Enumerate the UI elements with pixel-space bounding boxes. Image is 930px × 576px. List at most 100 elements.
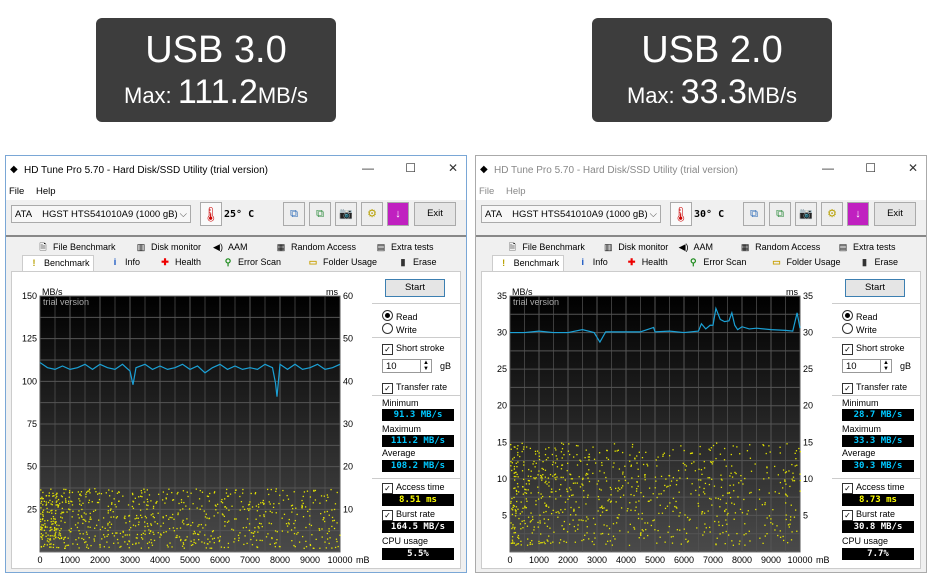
access-time-point: [144, 491, 146, 493]
access-time-point: [525, 492, 528, 495]
screenshot-camera-button[interactable]: 📷: [795, 202, 817, 226]
y-tick-label: 50: [27, 462, 37, 472]
exit-button[interactable]: Exit: [414, 202, 456, 226]
tab-info[interactable]: i Info: [576, 255, 608, 270]
copy-text-button[interactable]: ⧉: [769, 202, 791, 226]
access-time-point: [293, 491, 295, 493]
exit-button[interactable]: Exit: [874, 202, 916, 226]
tab-health[interactable]: ✚ Health: [158, 255, 201, 270]
access-time-point: [55, 531, 57, 533]
x-tick-label: 7000: [240, 555, 260, 565]
tab-health[interactable]: ✚ Health: [625, 255, 668, 270]
access-time-point: [599, 470, 601, 472]
tab-extra-tests[interactable]: ▤ Extra tests: [836, 240, 896, 255]
access-time-point: [650, 499, 652, 501]
transfer-rate-checkbox[interactable]: ✓ Transfer rate: [382, 382, 447, 394]
access-time-point: [49, 546, 51, 548]
access-time-point: [764, 524, 766, 526]
tab-aam[interactable]: ◀) AAM: [211, 240, 247, 255]
drive-select[interactable]: ATA HGST HTS541010A9 (1000 gB) ⌵: [11, 205, 191, 223]
access-time-point: [112, 511, 114, 513]
burst-rate-checkbox[interactable]: ✓ Burst rate: [382, 509, 435, 521]
access-time-point: [85, 546, 88, 548]
minimize-button[interactable]: —: [362, 161, 374, 175]
tab-info[interactable]: i Info: [108, 255, 140, 270]
start-button[interactable]: Start: [385, 279, 445, 297]
tab-random-access[interactable]: ▦ Random Access: [738, 240, 820, 255]
burst-rate-checkbox[interactable]: ✓ Burst rate: [842, 509, 895, 521]
tab-erase[interactable]: ▮ Erase: [858, 255, 898, 270]
access-time-point: [688, 519, 690, 521]
stroke-size-stepper[interactable]: 10 ▲ ▼: [842, 359, 892, 373]
tab-file-benchmark[interactable]: 🗎 File Benchmark: [36, 240, 115, 255]
menu-file[interactable]: File: [479, 186, 495, 197]
copy-info-button[interactable]: ⧉: [283, 202, 305, 226]
access-time-point: [269, 503, 271, 505]
access-time-point: [644, 473, 646, 476]
access-time-point: [49, 535, 51, 537]
screenshot-camera-button[interactable]: 📷: [335, 202, 357, 226]
access-time-point: [622, 471, 624, 473]
access-time-point: [593, 543, 595, 546]
access-time-checkbox[interactable]: ✓ Access time: [842, 482, 905, 494]
drive-select[interactable]: ATA HGST HTS541010A9 (1000 gB) ⌵: [481, 205, 661, 223]
start-button[interactable]: Start: [845, 279, 905, 297]
menu-help[interactable]: Help: [36, 186, 56, 197]
divider: [6, 235, 466, 237]
access-time-checkbox[interactable]: ✓ Access time: [382, 482, 445, 494]
access-time-point: [195, 488, 197, 490]
menu-help[interactable]: Help: [506, 186, 526, 197]
short-stroke-checkbox[interactable]: ✓ Short stroke: [382, 343, 445, 355]
tab-benchmark[interactable]: ! Benchmark: [491, 255, 564, 272]
transfer-rate-checkbox[interactable]: ✓ Transfer rate: [842, 382, 907, 394]
copy-text-button[interactable]: ⧉: [309, 202, 331, 226]
options-link-button[interactable]: ⚙: [821, 202, 843, 226]
tab-folder-usage[interactable]: ▭ Folder Usage: [306, 255, 377, 270]
tab-error-scan[interactable]: ⚲ Error Scan: [221, 255, 281, 270]
access-time-point: [153, 516, 155, 519]
tab-erase[interactable]: ▮ Erase: [396, 255, 437, 270]
access-time-point: [732, 484, 735, 486]
access-time-point: [204, 516, 207, 518]
maximize-button[interactable]: ☐: [865, 161, 876, 175]
access-time-point: [687, 540, 690, 542]
menu-file[interactable]: File: [9, 186, 25, 197]
access-time-point: [98, 519, 100, 521]
write-radio[interactable]: Write: [382, 323, 417, 335]
close-button[interactable]: ✕: [907, 161, 918, 175]
tab-benchmark[interactable]: ! Benchmark: [22, 255, 94, 272]
access-time-point: [128, 514, 131, 517]
tab-folder-usage[interactable]: ▭ Folder Usage: [769, 255, 840, 270]
access-time-point: [799, 490, 801, 492]
save-download-button[interactable]: ↓: [847, 202, 869, 226]
tab-file-benchmark[interactable]: 🗎 File Benchmark: [505, 240, 585, 255]
stroke-size-stepper[interactable]: 10 ▲ ▼: [382, 359, 432, 373]
access-time-point: [698, 494, 700, 496]
read-radio[interactable]: Read: [842, 310, 878, 322]
access-time-point: [768, 445, 770, 447]
minimize-button[interactable]: —: [822, 161, 834, 175]
tab-disk-monitor[interactable]: ▥ Disk monitor: [134, 240, 201, 255]
access-time-point: [162, 517, 164, 519]
access-time-point: [583, 496, 585, 498]
tab-random-access[interactable]: ▦ Random Access: [274, 240, 356, 255]
access-time-point: [56, 524, 58, 526]
short-stroke-checkbox[interactable]: ✓ Short stroke: [842, 343, 905, 355]
access-time-point: [576, 453, 578, 456]
stroke-unit: gB: [440, 361, 452, 371]
access-time-point: [785, 483, 787, 485]
save-download-button[interactable]: ↓: [387, 202, 409, 226]
write-radio[interactable]: Write: [842, 323, 877, 335]
access-time-point: [555, 511, 557, 514]
tab-error-scan[interactable]: ⚲ Error Scan: [686, 255, 746, 270]
tab-aam[interactable]: ◀) AAM: [677, 240, 713, 255]
spin-arrows-icon[interactable]: ▲ ▼: [880, 360, 891, 372]
maximize-button[interactable]: ☐: [405, 161, 416, 175]
tab-disk-monitor[interactable]: ▥ Disk monitor: [601, 240, 668, 255]
tab-extra-tests[interactable]: ▤ Extra tests: [374, 240, 434, 255]
close-button[interactable]: ✕: [447, 161, 458, 175]
copy-info-button[interactable]: ⧉: [743, 202, 765, 226]
options-link-button[interactable]: ⚙: [361, 202, 383, 226]
spin-arrows-icon[interactable]: ▲ ▼: [420, 360, 431, 372]
read-radio[interactable]: Read: [382, 310, 418, 322]
